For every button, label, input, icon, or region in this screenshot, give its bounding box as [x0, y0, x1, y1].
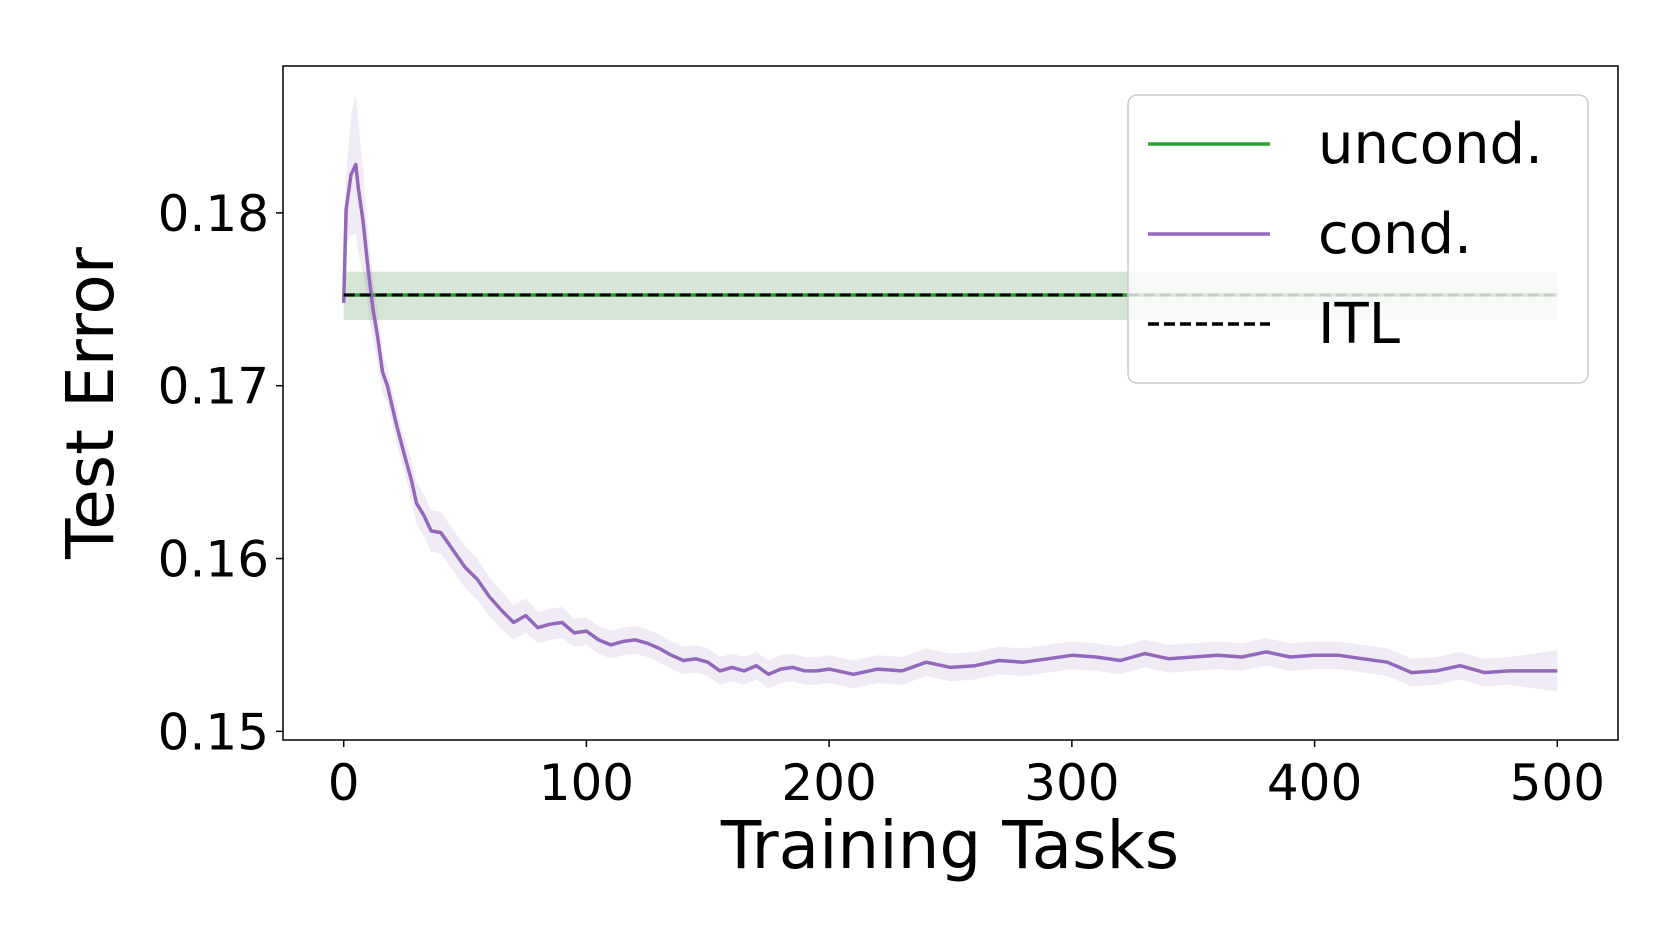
y-axis: 0.15 0.16 0.17 0.18 [158, 185, 283, 761]
x-axis: 0 100 200 300 400 500 [328, 740, 1605, 812]
legend-box [1127, 94, 1589, 384]
y-axis-title: Test Error [52, 246, 129, 560]
x-axis-title: Training Tasks [720, 807, 1179, 884]
y-tick-label: 0.15 [158, 703, 269, 761]
legend-label: cond. [1318, 202, 1472, 267]
y-tick-label: 0.18 [158, 185, 269, 243]
legend-label: uncond. [1318, 112, 1543, 177]
x-tick-label: 500 [1510, 754, 1605, 812]
line-cond [341, 162, 1558, 677]
legend: uncond. cond. ITL [1127, 94, 1589, 384]
x-tick-label: 400 [1267, 754, 1362, 812]
x-tick-label: 0 [328, 754, 360, 812]
y-tick-label: 0.16 [158, 531, 269, 589]
x-tick-label: 100 [539, 754, 634, 812]
x-tick-label: 200 [781, 754, 876, 812]
plot-frame [282, 65, 1619, 741]
x-tick-label: 300 [1024, 754, 1119, 812]
legend-label: ITL [1318, 292, 1400, 357]
y-tick-label: 0.17 [158, 358, 269, 416]
